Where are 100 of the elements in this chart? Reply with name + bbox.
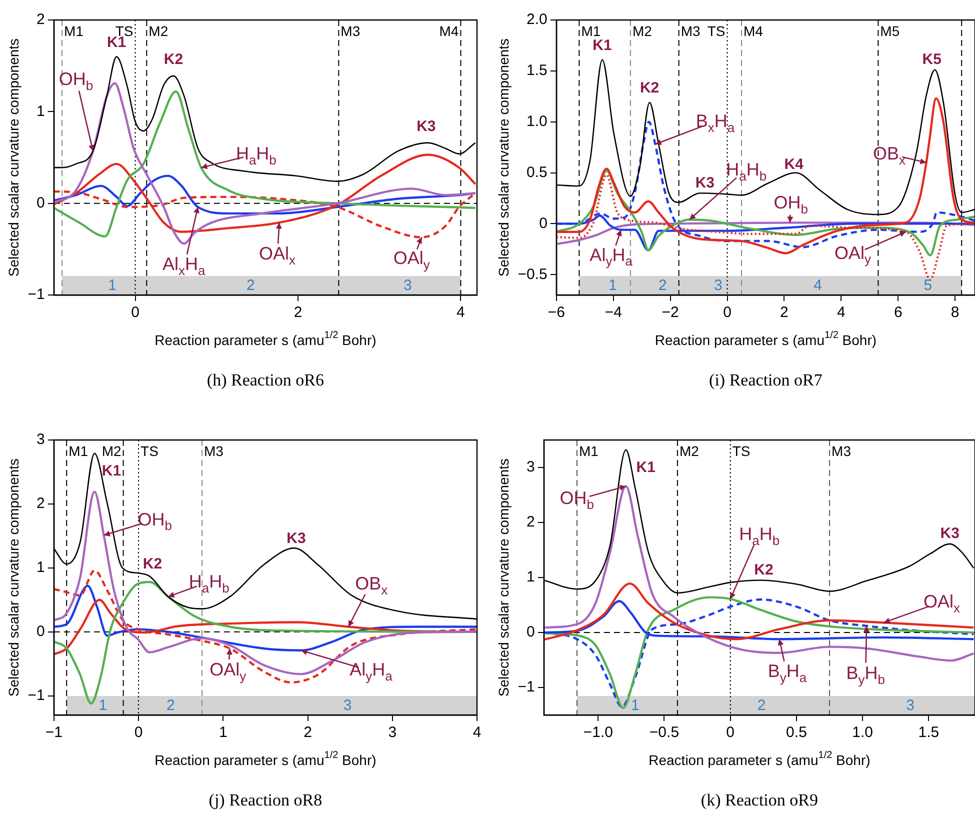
band-label: 2	[658, 277, 667, 294]
band-label: 4	[814, 277, 822, 294]
ref-line-label: M2	[148, 22, 168, 39]
annotation: K2	[754, 561, 774, 578]
x-tick-label: 8	[950, 304, 960, 322]
x-tick-label: −4	[604, 304, 622, 322]
y-tick-label: 3	[526, 458, 535, 476]
text: (i) Reaction oR7	[709, 370, 823, 390]
y-tick-label: −1	[28, 286, 45, 304]
ref-line-label: M3	[204, 442, 224, 459]
text: (h) Reaction oR6	[206, 370, 324, 390]
ref-line-label: M1	[64, 22, 84, 39]
band-label: 1	[631, 697, 640, 714]
y-axis-title: Selected scalar curvature components	[495, 38, 512, 277]
y-tick-label: 0	[539, 214, 548, 232]
annotation: K2	[640, 80, 660, 97]
annotation: K2	[164, 51, 184, 68]
x-tick-label: −6	[548, 304, 565, 322]
y-tick-label: 1	[36, 102, 45, 120]
band-label: 3	[343, 697, 352, 714]
x-tick-label: 4	[472, 724, 482, 742]
y-tick-label: −1	[28, 686, 45, 704]
y-tick-label: 2.0	[526, 11, 548, 28]
annotation: K5	[922, 51, 942, 68]
y-tick-label: 2	[36, 495, 45, 512]
ref-line-label: M5	[880, 22, 900, 39]
annotation: K3	[940, 525, 960, 542]
line-series	[556, 222, 975, 246]
ref-line-label: M1	[578, 442, 599, 459]
x-tick-label: 6	[894, 304, 902, 322]
y-tick-label: 2	[526, 514, 535, 531]
y-axis-title: Selected scalar curvature components	[5, 458, 22, 697]
x-tick-label: 0.5	[786, 724, 807, 742]
text: (k) Reaction oR9	[700, 790, 818, 810]
y-tick-label: 0.5	[526, 164, 548, 181]
y-tick-label: 1	[36, 559, 45, 576]
x-tick-label: 1.5	[918, 724, 940, 742]
ref-line-label: M3	[340, 22, 360, 39]
x-tick-label: 0	[134, 724, 143, 742]
y-tick-label: 1.0	[526, 112, 548, 130]
annotation: K4	[784, 156, 804, 173]
ref-line-label: M2	[679, 442, 700, 459]
y-tick-label: 3	[36, 431, 45, 448]
x-tick-label: 0	[726, 724, 735, 742]
y-tick-label: 1.5	[526, 62, 548, 80]
x-tick-label: −1.0	[583, 724, 613, 742]
x-tick-label: −2	[662, 304, 679, 322]
band-label: 2	[166, 697, 175, 714]
x-tick-label: 2	[304, 724, 312, 742]
ref-line-label: M3	[680, 22, 701, 39]
ref-line-label: M2	[632, 22, 652, 39]
ref-line-label: M4	[439, 22, 459, 39]
band-label: 1	[108, 277, 117, 294]
x-tick-label: −0.5	[649, 724, 680, 742]
x-tick-label: 3	[388, 724, 397, 742]
line-series	[54, 569, 477, 684]
band-label: 3	[714, 277, 722, 294]
x-tick-label: 4	[456, 304, 465, 322]
x-tick-label: 0	[723, 304, 732, 322]
line-series	[544, 485, 975, 662]
ref-line-label: M3	[832, 442, 852, 459]
annotation: K1	[592, 36, 612, 54]
annotation: K1	[636, 459, 656, 476]
band-label: 3	[906, 697, 914, 714]
x-tick-label: 1.0	[852, 724, 874, 742]
annotation: K3	[286, 530, 306, 548]
x-tick-label: 1	[218, 724, 228, 742]
band-label: 1	[608, 277, 617, 294]
band-label: 2	[757, 697, 766, 714]
y-tick-label: 0	[36, 623, 45, 640]
x-tick-label: 4	[836, 304, 846, 322]
y-axis-title: Selected scalar curvature components	[5, 38, 22, 277]
ref-line-label: M4	[744, 22, 764, 39]
ref-line-label: TS	[732, 442, 750, 459]
band-label: 5	[924, 277, 932, 294]
y-tick-label: 0	[526, 624, 535, 641]
band-label: 1	[98, 697, 108, 714]
ref-line-label: TS	[140, 442, 158, 459]
line-series	[54, 490, 477, 676]
y-tick-label: −0.5	[518, 266, 548, 283]
line-series	[544, 582, 975, 641]
ref-line-label: M2	[102, 442, 122, 459]
ref-line-label: TS	[707, 22, 726, 39]
x-tick-label: 2	[294, 304, 302, 322]
band-label: 2	[246, 277, 255, 294]
text: (j) Reaction oR8	[208, 790, 322, 810]
y-tick-label: 1	[526, 568, 535, 586]
band-label: 3	[404, 277, 412, 294]
annotation: K2	[142, 555, 162, 572]
annotation: K1	[102, 462, 122, 480]
y-tick-label: 2	[36, 11, 45, 28]
annotation: K3	[695, 174, 715, 192]
annotation: K3	[416, 118, 436, 135]
ref-line-label: M1	[581, 22, 601, 39]
x-tick-label: 0	[131, 304, 140, 322]
x-tick-label: 2	[780, 304, 788, 322]
y-axis-title: Selected scalar curvature components	[495, 458, 512, 697]
y-tick-label: 0	[36, 194, 45, 212]
y-tick-label: −1	[518, 678, 535, 696]
ref-line-label: M1	[68, 442, 88, 459]
